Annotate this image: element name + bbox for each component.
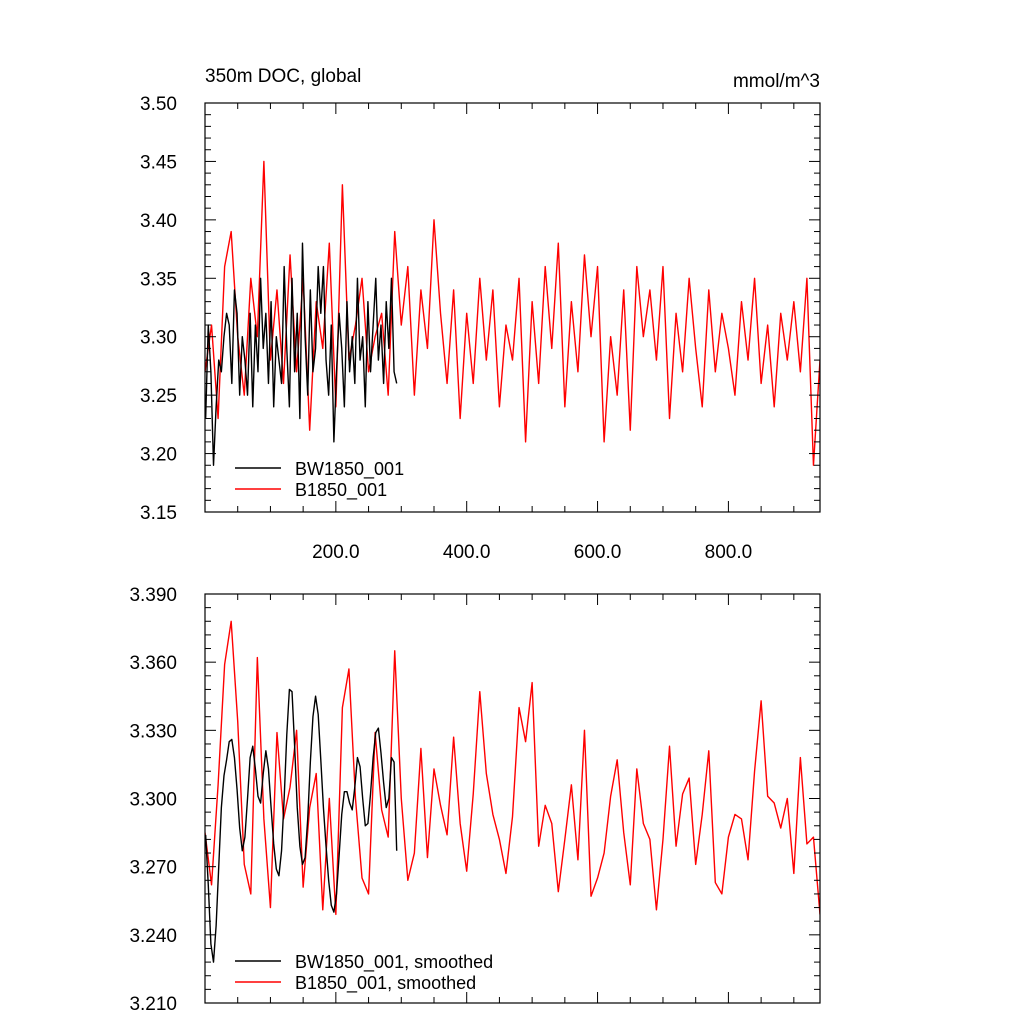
legend-label: BW1850_001, smoothed bbox=[295, 952, 493, 973]
chart-top: 200.0 400.0 600.0 800.0 3.15 3.20 3.25 3.30 3.35… bbox=[140, 66, 821, 563]
series-lines bbox=[205, 160, 820, 466]
x-axis-ticks: 200.0 400.0 600.0 800.0 bbox=[237, 103, 795, 563]
chart-bottom: 3.210 3.240 3.270 3.300 3.330 3.360 3.390 BW185… bbox=[129, 585, 821, 1015]
x-tick-label: 800.0 bbox=[705, 542, 753, 563]
units-label: mmol/m^3 bbox=[733, 71, 820, 92]
y-tick-label: 3.25 bbox=[140, 386, 177, 407]
series-line-bw1850 bbox=[205, 242, 398, 466]
y-tick-label: 3.20 bbox=[140, 445, 177, 466]
y-tick-label: 3.240 bbox=[129, 926, 177, 947]
x-axis-ticks bbox=[237, 594, 795, 1003]
y-axis-ticks: 3.210 3.240 3.270 3.300 3.330 3.360 3.390 bbox=[129, 585, 820, 1015]
y-tick-label: 3.15 bbox=[140, 503, 177, 524]
y-tick-label: 3.300 bbox=[129, 790, 177, 811]
chart-title: 350m DOC, global bbox=[205, 66, 361, 87]
x-tick-label: 400.0 bbox=[443, 542, 491, 563]
y-tick-label: 3.360 bbox=[129, 653, 177, 674]
y-tick-label: 3.50 bbox=[140, 94, 177, 115]
y-tick-label: 3.390 bbox=[129, 585, 177, 606]
legend-label: B1850_001 bbox=[295, 480, 387, 501]
y-axis-ticks: 3.15 3.20 3.25 3.30 3.35 3.40 3.45 3.50 bbox=[140, 94, 820, 524]
y-tick-label: 3.210 bbox=[129, 994, 177, 1015]
plot-frame bbox=[204, 102, 821, 513]
series-line-b1850 bbox=[205, 620, 820, 916]
y-tick-label: 3.330 bbox=[129, 721, 177, 742]
y-tick-label: 3.35 bbox=[140, 269, 177, 290]
legend-label: B1850_001, smoothed bbox=[295, 973, 476, 994]
series-lines bbox=[205, 620, 820, 963]
x-tick-label: 600.0 bbox=[574, 542, 622, 563]
y-tick-label: 3.270 bbox=[129, 858, 177, 879]
y-tick-label: 3.30 bbox=[140, 328, 177, 349]
series-line-bw1850 bbox=[205, 688, 398, 963]
y-tick-label: 3.40 bbox=[140, 211, 177, 232]
legend-label: BW1850_001 bbox=[295, 459, 404, 480]
y-tick-label: 3.45 bbox=[140, 152, 177, 173]
x-tick-label: 200.0 bbox=[312, 542, 360, 563]
